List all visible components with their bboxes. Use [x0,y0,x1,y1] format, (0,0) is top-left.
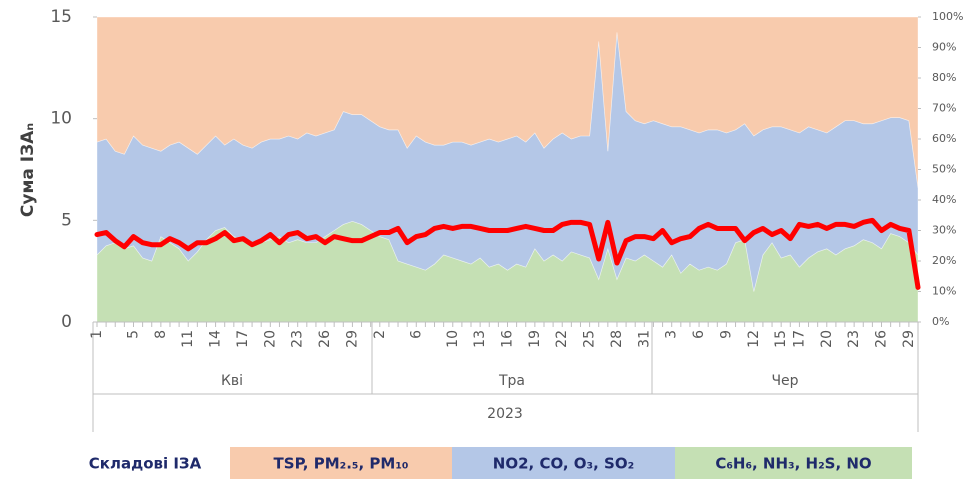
x-tick-label: 3 [664,330,680,339]
y2-tick-label: 70% [932,102,956,115]
x-tick-label: 6 [408,330,424,339]
x-tick-label: 29 [901,330,917,348]
x-axis-frame [92,322,919,432]
x-tick-label: 13 [472,330,488,348]
x-tick-label: 5 [125,330,141,339]
x-tick-label: 11 [180,330,196,348]
x-tick-label: 29 [344,330,360,348]
y2-tick-label: 0% [932,315,949,328]
y2-tick-label: 20% [932,254,956,267]
x-tick-label: 12 [746,330,762,348]
month-label: Кві [221,373,243,389]
plot-area [96,16,919,323]
y-tick-label: 0 [61,312,72,332]
x-tick-label: 23 [290,330,306,348]
y2-tick-label: 50% [932,163,956,176]
x-tick-label: 26 [874,330,890,348]
sum-line [94,217,921,290]
year-label: 2023 [487,406,523,422]
y-tick-label: 10 [50,109,72,129]
x-tick-label: 28 [609,330,625,348]
y-tick-label: 5 [61,210,72,230]
y2-tick-label: 40% [932,193,956,206]
x-tick-label: 9 [718,330,734,339]
x-tick-label: 8 [153,330,169,339]
y2-tick-label: 90% [932,41,956,54]
x-tick-label: 1 [89,330,105,339]
y2-tick-label: 80% [932,71,956,84]
x-tick-label: 26 [317,330,333,348]
x-tick-label: 20 [262,330,278,348]
legend-label: C₆H₆, NH₃, H₂S, NO [715,455,871,473]
y-tick-label: 15 [50,7,72,27]
x-tick-label: 23 [846,330,862,348]
area [96,16,919,188]
x-tick-label: 16 [500,330,516,348]
x-tick-label: 17 [235,330,251,348]
x-tick-label: 15 [773,330,789,348]
x-tick-label: 31 [636,330,652,348]
y-axis-label: Сума ІЗАₙ [18,123,38,217]
y2-tick-label: 100% [932,10,963,23]
legend-label: NO2, CO, O₃, SO₂ [493,455,634,473]
x-tick-label: 17 [791,330,807,348]
x-tick-label: 25 [582,330,598,348]
y2-tick-label: 10% [932,285,956,298]
month-label: Тра [498,373,525,389]
legend-title: Складові ІЗА [89,455,202,473]
x-tick-label: 19 [527,330,543,348]
legend-swatch [452,447,675,479]
y2-tick-label: 60% [932,132,956,145]
month-label: Чер [771,373,798,389]
x-tick-label: 22 [554,330,570,348]
legend-label: TSP, PM₂.₅, PM₁₀ [274,455,409,473]
legend-swatch [675,447,912,479]
y2-tick-label: 30% [932,224,956,237]
x-tick-label: 2 [372,330,388,339]
x-tick-label: 6 [691,330,707,339]
x-tick-label: 14 [208,330,224,348]
x-tick-label: 10 [445,330,461,348]
x-tick-label: 20 [819,330,835,348]
legend-swatch [230,447,452,479]
